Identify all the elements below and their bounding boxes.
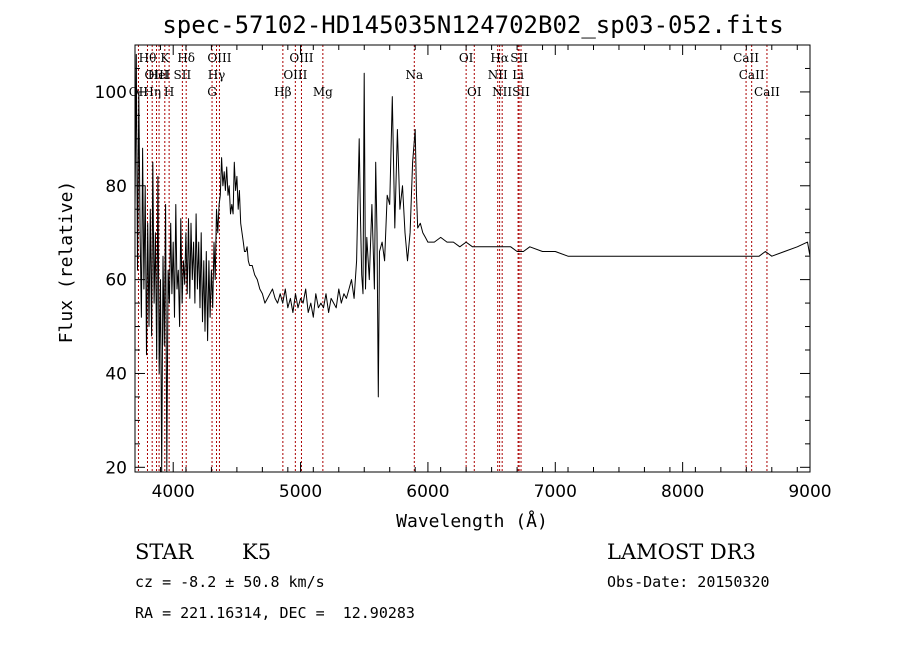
spectral-line-label: CaII xyxy=(733,51,759,65)
object-subclass: K5 xyxy=(242,540,271,564)
spectral-line-label: OI xyxy=(459,51,474,65)
spectral-line-label: NII xyxy=(492,85,512,99)
object-class: STAR xyxy=(135,540,194,564)
y-tick-label: 20 xyxy=(105,458,127,478)
spectral-line-label: Hδ xyxy=(177,51,195,65)
spectral-line-label: Hγ xyxy=(208,68,226,82)
y-tick-label: 40 xyxy=(105,364,127,384)
spectral-line-label: Hη xyxy=(143,85,161,99)
spectral-line-label: Li xyxy=(512,68,524,82)
x-tick-label: 4000 xyxy=(152,482,195,502)
x-tick-label: 9000 xyxy=(788,482,831,502)
spectral-line-markers xyxy=(137,45,768,472)
spectral-line-label: Hθ xyxy=(139,51,157,65)
x-tick-label: 5000 xyxy=(279,482,322,502)
spectral-line-label: HeI xyxy=(148,68,171,82)
spectral-line-label: Mg xyxy=(313,85,333,99)
spectrum-line xyxy=(134,53,811,473)
spectral-line-label: H xyxy=(164,85,174,99)
redshift-value: cz = -8.2 ± 50.8 km/s xyxy=(135,573,325,591)
spectral-line-label: OIII xyxy=(289,51,313,65)
spectral-line-label: SII xyxy=(510,51,528,65)
spectral-line-label: NII xyxy=(488,68,508,82)
chart-title: spec-57102-HD145035N124702B02_sp03-052.f… xyxy=(162,11,783,39)
spectral-line-label: OIII xyxy=(283,68,307,82)
x-axis-label: Wavelength (Å) xyxy=(396,510,548,532)
y-axis-label: Flux (relative) xyxy=(56,181,77,344)
spectral-line-label: G xyxy=(207,85,217,99)
plot-frame xyxy=(134,44,811,473)
spectral-line-label: CaII xyxy=(754,85,780,99)
spectral-line-label: SII xyxy=(512,85,530,99)
x-tick-label: 8000 xyxy=(661,482,704,502)
y-tick-label: 80 xyxy=(105,177,127,197)
spectral-line-label: K xyxy=(160,51,170,65)
spectral-line-label: OIII xyxy=(144,68,168,82)
observation-date: Obs-Date: 20150320 xyxy=(607,573,770,591)
spectral-line-label: Hα xyxy=(490,51,509,65)
survey-name: LAMOST DR3 xyxy=(607,540,756,564)
spectral-line-labels: OIIHθHηOIIIHeIKHSIIHδGHγOIIIHβOIIIOIIIMg… xyxy=(129,51,780,99)
spectral-line-label: Hβ xyxy=(274,85,291,99)
spectral-line-label: Na xyxy=(405,68,423,82)
spectral-line-label: CaII xyxy=(739,68,765,82)
spectral-line-label: OIII xyxy=(207,51,231,65)
y-axis-ticks: 20 40 60 80 100 xyxy=(95,44,810,478)
sky-coordinates: RA = 221.16314, DEC = 12.90283 xyxy=(135,604,415,622)
y-tick-label: 60 xyxy=(105,271,127,291)
x-axis-ticks: 4000 5000 6000 7000 8000 9000 xyxy=(134,45,832,502)
spectral-line-label: OI xyxy=(467,85,482,99)
y-tick-label: 100 xyxy=(95,83,127,103)
x-tick-label: 7000 xyxy=(534,482,577,502)
spectral-line-label: SII xyxy=(174,68,192,82)
x-tick-label: 6000 xyxy=(406,482,449,502)
